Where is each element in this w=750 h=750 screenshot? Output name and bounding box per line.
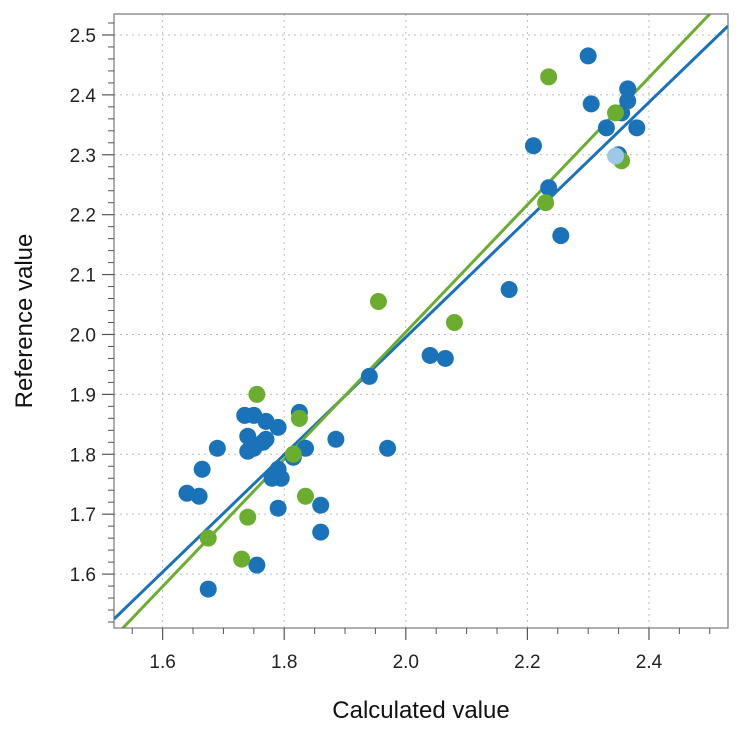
data-point-series-1 bbox=[193, 460, 211, 478]
x-axis-title: Calculated value bbox=[332, 697, 509, 724]
data-point-series-2 bbox=[248, 385, 266, 403]
data-point-series-1 bbox=[208, 439, 226, 457]
data-point-series-1 bbox=[421, 346, 439, 364]
x-tick-label: 1.6 bbox=[149, 652, 175, 673]
axis-ticks bbox=[102, 22, 711, 640]
data-point-series-2 bbox=[233, 550, 251, 568]
data-point-series-1 bbox=[500, 281, 518, 299]
data-point-series-1 bbox=[248, 556, 266, 574]
y-tick-label: 1.7 bbox=[70, 505, 96, 526]
x-tick-label: 1.8 bbox=[271, 652, 297, 673]
fit-line-series-1 bbox=[114, 24, 728, 621]
data-point-series-1 bbox=[579, 47, 597, 65]
data-point-series-2 bbox=[607, 104, 625, 122]
data-point-series-2 bbox=[540, 68, 558, 86]
data-point-series-1 bbox=[540, 179, 558, 197]
x-tick-label: 2.2 bbox=[514, 652, 540, 673]
data-point-series-2 bbox=[537, 194, 555, 212]
data-point-series-1 bbox=[582, 95, 600, 113]
data-point-series-1 bbox=[269, 460, 287, 478]
data-point-series-1 bbox=[257, 430, 275, 448]
data-point-series-1 bbox=[436, 349, 454, 367]
y-tick-label: 1.9 bbox=[70, 385, 96, 406]
data-point-series-1 bbox=[360, 367, 378, 385]
y-tick-label: 2.1 bbox=[70, 266, 96, 287]
data-point-series-1 bbox=[619, 92, 637, 110]
y-tick-label: 2.3 bbox=[70, 146, 96, 167]
tick-labels: 1.6 1.8 2.0 2.2 2.4 1.6 1.7 1.8 1.9 2.0 2.1 2.2 2.3 2… bbox=[70, 26, 663, 673]
data-point-highlight bbox=[607, 147, 625, 165]
data-point-series-2 bbox=[199, 529, 217, 547]
data-point-series-1 bbox=[190, 487, 208, 505]
data-points bbox=[178, 47, 646, 598]
x-tick-label: 2.4 bbox=[636, 652, 663, 673]
data-point-series-1 bbox=[552, 227, 570, 245]
y-tick-label: 1.8 bbox=[70, 445, 96, 466]
data-point-series-2 bbox=[284, 445, 302, 463]
data-point-series-2 bbox=[369, 293, 387, 311]
y-tick-label: 1.6 bbox=[70, 565, 96, 586]
data-point-series-1 bbox=[524, 137, 542, 155]
data-point-series-1 bbox=[619, 80, 637, 98]
x-tick-label: 2.0 bbox=[393, 652, 419, 673]
y-tick-label: 2.5 bbox=[70, 26, 96, 47]
data-point-series-1 bbox=[269, 418, 287, 436]
data-point-series-1 bbox=[312, 496, 330, 514]
y-tick-label: 2.0 bbox=[70, 325, 96, 346]
data-point-series-1 bbox=[379, 439, 397, 457]
y-tick-label: 2.2 bbox=[70, 206, 96, 227]
data-point-series-1 bbox=[199, 580, 217, 598]
plot-frame bbox=[113, 13, 729, 629]
y-axis-title: Reference value bbox=[11, 234, 38, 409]
data-point-series-1 bbox=[269, 499, 287, 517]
data-point-series-2 bbox=[445, 313, 463, 331]
data-point-series-1 bbox=[597, 119, 615, 137]
data-point-series-1 bbox=[312, 523, 330, 541]
data-point-series-1 bbox=[628, 119, 646, 137]
data-point-series-2 bbox=[290, 409, 308, 427]
y-tick-label: 2.4 bbox=[70, 86, 97, 107]
data-point-series-2 bbox=[239, 508, 257, 526]
data-point-series-1 bbox=[327, 430, 345, 448]
data-point-series-2 bbox=[296, 487, 314, 505]
